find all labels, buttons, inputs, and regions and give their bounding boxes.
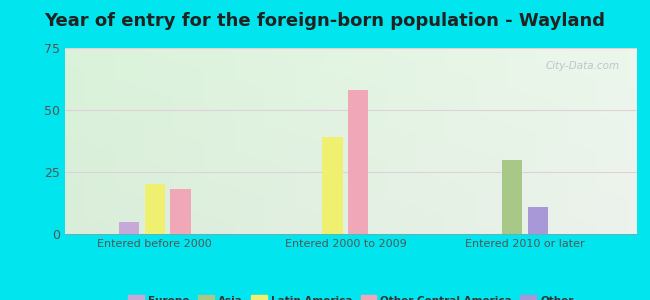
Bar <box>170 189 190 234</box>
Bar <box>322 137 343 234</box>
Bar <box>119 222 139 234</box>
Bar <box>145 184 165 234</box>
Bar <box>528 207 548 234</box>
Text: City-Data.com: City-Data.com <box>546 61 620 71</box>
Bar <box>502 160 522 234</box>
Text: Year of entry for the foreign-born population - Wayland: Year of entry for the foreign-born popul… <box>44 12 606 30</box>
Legend: Europe, Asia, Latin America, Other Central America, Other: Europe, Asia, Latin America, Other Centr… <box>124 291 578 300</box>
Bar <box>348 90 369 234</box>
